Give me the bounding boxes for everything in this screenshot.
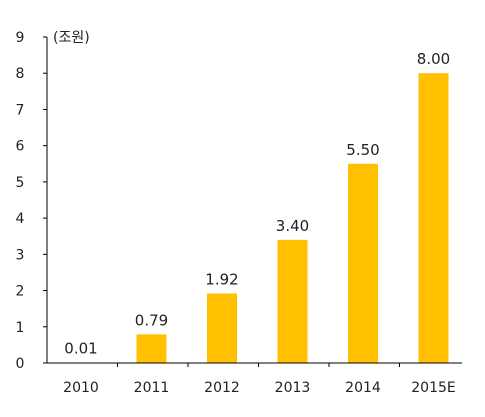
y-tick-label: 5: [16, 175, 25, 191]
data-label: 8.00: [417, 50, 450, 68]
x-axis-ticks: 2010 2011 2012 2013 2014 2015E: [63, 363, 456, 396]
data-label: 0.79: [135, 311, 168, 329]
x-tick-label: 2012: [204, 380, 240, 396]
x-tick-label: 2015E: [411, 380, 455, 396]
x-tick-label: 2013: [275, 380, 311, 396]
data-labels: 0.01 0.79 1.92 3.40 5.50 8.00: [64, 50, 450, 357]
y-tick-label: 1: [16, 320, 25, 336]
y-tick-label: 8: [16, 66, 25, 82]
x-tick-label: 2010: [63, 380, 99, 396]
data-label: 0.01: [64, 340, 97, 358]
bar: [418, 73, 449, 363]
y-tick-label: 7: [16, 102, 25, 118]
bar: [136, 334, 167, 363]
unit-label: (조원): [53, 30, 90, 46]
y-tick-label: 0: [16, 356, 25, 372]
bar: [348, 163, 378, 363]
bar: [207, 293, 237, 363]
y-tick-label: 9: [16, 30, 25, 46]
y-axis-ticks: 0 1 2 3 4 5 6 7 8 9: [16, 30, 47, 372]
x-tick-label: 2011: [134, 380, 170, 396]
data-label: 1.92: [205, 270, 238, 288]
x-tick-label: 2014: [345, 380, 381, 396]
y-tick-label: 2: [16, 284, 25, 300]
y-tick-label: 6: [16, 139, 25, 155]
bar: [277, 239, 308, 363]
y-tick-label: 3: [16, 247, 25, 263]
data-label: 5.50: [346, 141, 379, 159]
data-label: 3.40: [276, 217, 309, 235]
bars: [66, 73, 449, 364]
y-tick-label: 4: [16, 211, 25, 227]
